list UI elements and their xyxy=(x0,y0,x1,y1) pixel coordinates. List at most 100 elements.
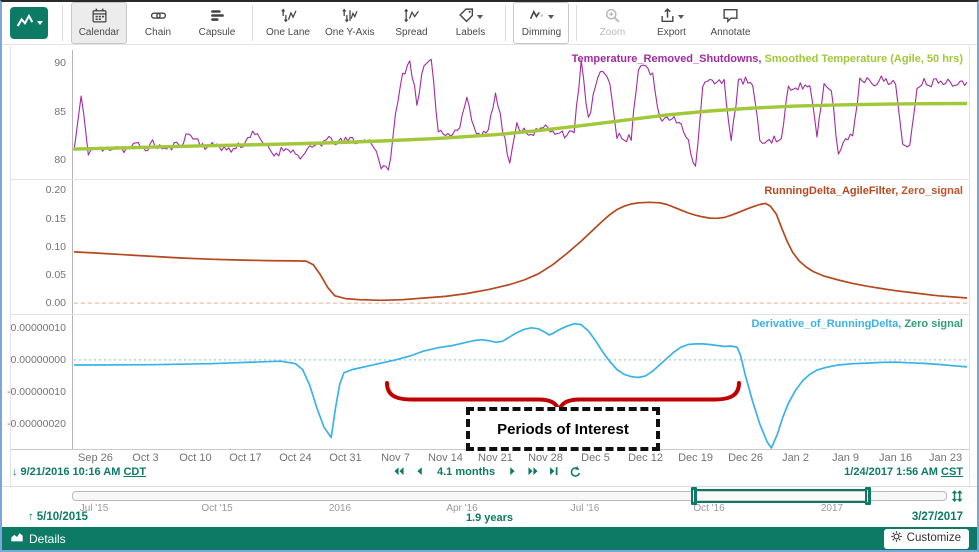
investigate-start-date: 5/10/2015 xyxy=(36,511,88,523)
x-tick-label: Oct 17 xyxy=(229,452,262,464)
periods-of-interest-annotation: Periods of Interest xyxy=(466,407,660,451)
toolbar-button-labels[interactable]: Labels xyxy=(442,2,498,44)
toolbar-button-export[interactable]: Export xyxy=(643,2,699,44)
capsule-icon xyxy=(209,7,226,27)
skip-forward-icon[interactable] xyxy=(526,465,540,479)
toolbar-button-annotate[interactable]: Annotate xyxy=(702,2,758,44)
toolbar-icon-row xyxy=(280,7,297,27)
one-lane-icon xyxy=(280,7,297,27)
toolbar-button-one-lane[interactable]: One Lane xyxy=(260,2,316,44)
investigate-range-duration[interactable]: 1.9 years xyxy=(2,512,977,524)
toolbar-divider xyxy=(505,5,507,41)
trend-icon xyxy=(16,12,34,35)
range-end-timezone-link[interactable]: CST xyxy=(941,466,963,478)
timeline-tick-label: Oct '16 xyxy=(693,503,725,514)
y-tick-label: 80 xyxy=(54,154,66,167)
details-button[interactable]: Details xyxy=(10,530,66,547)
legend-item[interactable]: Smoothed Temperature (Agile, 50 hrs) xyxy=(764,53,963,65)
display-range-start[interactable]: ↓ 9/21/2016 10:16 AM CDT xyxy=(12,466,146,478)
toolbar-button-label: Annotate xyxy=(710,26,751,38)
timeline-track[interactable] xyxy=(72,491,947,501)
range-nav-controls: 4.1 months xyxy=(392,465,582,479)
y-axis-line xyxy=(72,50,73,449)
series-smoothed-temperature-agile-50-hrs- xyxy=(73,101,968,151)
y-tick-label: 0.00000000 xyxy=(10,353,66,366)
customize-label: Customize xyxy=(906,532,961,544)
refresh-icon[interactable] xyxy=(568,465,582,479)
toolbar-button-spread[interactable]: Spread xyxy=(383,2,439,44)
chevron-down-icon xyxy=(677,15,684,19)
timeline-separator xyxy=(2,486,977,487)
x-tick-label: Oct 3 xyxy=(132,452,159,464)
arrow-up-icon: ↑ xyxy=(28,511,34,523)
timeline-handle-right[interactable] xyxy=(865,487,871,505)
x-tick-label: Dec 12 xyxy=(628,452,663,464)
step-backward-icon[interactable] xyxy=(413,465,427,479)
toolbar-button-label: Chain xyxy=(144,26,172,38)
x-tick-label: Jan 2 xyxy=(782,452,809,464)
range-start-timezone-link[interactable]: CDT xyxy=(123,466,147,478)
legend-item[interactable]: Derivative_of_RunningDelta xyxy=(751,318,899,330)
display-range-end[interactable]: 1/24/2017 1:56 AM CST xyxy=(844,466,963,478)
toolbar-icon-row xyxy=(604,7,621,27)
brace-annotation xyxy=(385,381,741,416)
toolbar-button-calendar[interactable]: Calendar xyxy=(71,2,127,44)
skip-backward-icon[interactable] xyxy=(392,465,406,479)
x-tick-label: Dec 19 xyxy=(678,452,713,464)
toolbar-icon-row xyxy=(458,8,483,26)
timeline-tick-label: 2016 xyxy=(328,503,352,514)
worksheet-view-dropdown-button[interactable] xyxy=(10,7,48,39)
toolbar-button-chain[interactable]: Chain xyxy=(130,2,186,44)
toolbar-button-label: One Lane xyxy=(266,26,310,38)
toolbar-icon-row xyxy=(209,9,226,26)
chevron-down-icon xyxy=(547,15,554,19)
toolbar-icon-row xyxy=(403,8,420,26)
investigate-duration-label: 1.9 years xyxy=(465,512,514,524)
toolbar-button-capsule[interactable]: Capsule xyxy=(189,2,245,44)
toolbar-divider xyxy=(62,5,63,41)
legend-item[interactable]: Temperature_Removed_Shutdowns xyxy=(571,53,759,65)
zoom-icon xyxy=(604,7,621,27)
investigate-range-end[interactable]: 3/27/2017 xyxy=(912,511,963,523)
toolbar-icon-row xyxy=(150,9,167,26)
legend-item[interactable]: Zero_signal xyxy=(901,185,963,197)
investigate-range-start[interactable]: ↑ 5/10/2015 xyxy=(28,511,88,523)
expand-range-icon[interactable] xyxy=(951,490,965,509)
toolbar-button-one-y-axis[interactable]: One Y-Axis xyxy=(319,2,380,44)
timeline-handle-left[interactable] xyxy=(691,487,697,505)
x-tick-label: Nov 21 xyxy=(478,452,513,464)
x-tick-label: Jan 9 xyxy=(832,452,859,464)
display-range-duration[interactable]: 4.1 months xyxy=(437,466,496,478)
trend-chart-canvas[interactable] xyxy=(2,46,979,450)
x-tick-label: Nov 7 xyxy=(381,452,410,464)
y-tick-label: 0.10 xyxy=(45,240,66,253)
toolbar-icon-row xyxy=(659,8,684,26)
series-temperature-removed-shutdowns xyxy=(73,58,968,171)
step-to-end-icon[interactable] xyxy=(547,465,561,479)
y-tick-label: -0.00000010 xyxy=(7,385,66,398)
legend-item[interactable]: Zero signal xyxy=(904,318,963,330)
customize-button[interactable]: Customize xyxy=(883,528,969,549)
arrow-down-icon: ↓ xyxy=(12,466,18,478)
periods-of-interest-label: Periods of Interest xyxy=(497,420,629,438)
timeline-tick-label: 2017 xyxy=(820,503,844,514)
series-runningdelta-agilefilter xyxy=(73,201,968,302)
y-tick-label: 0.20 xyxy=(45,184,66,197)
chain-icon xyxy=(150,7,167,27)
legend-item[interactable]: RunningDelta_AgileFilter xyxy=(764,185,896,197)
x-tick-label: Oct 24 xyxy=(279,452,312,464)
toolbar-icon-row xyxy=(341,8,358,26)
toolbar-icon-row xyxy=(722,8,739,26)
toolbar-divider xyxy=(576,5,578,41)
chevron-down-icon xyxy=(36,21,43,25)
x-tick-label: Jan 23 xyxy=(929,452,963,464)
toolbar-icon-row xyxy=(91,8,108,26)
lane-legend: Derivative_of_RunningDelta, Zero signal xyxy=(751,318,963,330)
timeline-selected-range[interactable] xyxy=(694,489,868,503)
step-forward-icon[interactable] xyxy=(505,465,519,479)
toolbar-button-dimming[interactable]: Dimming xyxy=(513,2,570,44)
timeline-tick-label: Jul '15 xyxy=(79,503,109,514)
legend-separator: , xyxy=(898,318,905,330)
lane-divider-2 xyxy=(11,314,969,315)
